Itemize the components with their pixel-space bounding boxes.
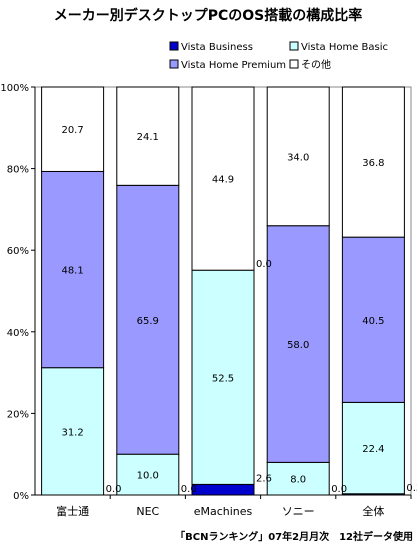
data-label: 20.7 bbox=[61, 125, 83, 136]
legend: Vista Business Vista Home Basic Vista Home… bbox=[169, 41, 388, 71]
data-label: 24.1 bbox=[137, 132, 159, 143]
legend-swatch bbox=[169, 59, 179, 69]
axes: 0% 20% 40% 60% 80% 100% 富士通 NEC eMachines ソニー 全体 bbox=[0, 83, 412, 518]
bar-segment bbox=[266, 225, 330, 463]
bar-segment bbox=[341, 86, 405, 238]
data-label: 58.0 bbox=[287, 340, 309, 351]
data-label: 40.5 bbox=[362, 316, 384, 327]
data-label: 0.0 bbox=[106, 484, 122, 495]
data-label: 65.9 bbox=[137, 316, 159, 327]
x-tick-label: 富士通 bbox=[56, 504, 89, 518]
data-label: 31.2 bbox=[61, 427, 83, 438]
bar-segment bbox=[266, 461, 330, 496]
legend-swatch bbox=[169, 41, 179, 51]
bar-segment bbox=[191, 483, 255, 496]
data-label: 34.0 bbox=[287, 152, 309, 163]
bar-segment bbox=[266, 86, 330, 227]
bar-segment bbox=[116, 86, 180, 186]
data-label: 44.9 bbox=[212, 175, 234, 186]
data-label: 48.1 bbox=[61, 266, 83, 277]
bar-segment bbox=[41, 86, 105, 172]
y-tick-label: 20% bbox=[7, 409, 29, 420]
chart-title: メーカー別デスクトップPCのOS搭載の構成比率 bbox=[54, 7, 363, 24]
legend-swatch bbox=[289, 59, 299, 69]
legend-swatch bbox=[289, 41, 299, 51]
legend-label: Vista Home Basic bbox=[301, 42, 388, 53]
x-tick-label: ソニー bbox=[282, 505, 315, 518]
data-label: 52.5 bbox=[212, 373, 234, 384]
bars bbox=[41, 86, 405, 496]
y-tick-label: 0% bbox=[13, 491, 29, 502]
bar-segment bbox=[191, 269, 255, 485]
data-label: 8.0 bbox=[290, 475, 306, 486]
data-label: 36.8 bbox=[362, 158, 384, 169]
y-tick-label: 80% bbox=[7, 165, 29, 176]
x-tick-label: NEC bbox=[136, 505, 159, 518]
y-tick-label: 100% bbox=[0, 83, 29, 94]
data-label: 2.6 bbox=[256, 473, 272, 484]
bar-segment bbox=[341, 401, 405, 495]
legend-label: Vista Home Premium bbox=[181, 60, 286, 71]
legend-label: Vista Business bbox=[181, 42, 253, 53]
x-tick-label: eMachines bbox=[194, 505, 253, 518]
data-label: 0.0 bbox=[256, 259, 272, 270]
bar-segment bbox=[341, 236, 405, 403]
y-tick-label: 60% bbox=[7, 246, 29, 257]
data-labels: 0.0 31.2 48.1 20.7 0.0 10.0 65.9 24.1 2.6 52.5 0.0… bbox=[61, 125, 417, 495]
y-tick-label: 40% bbox=[7, 328, 29, 339]
data-label: 10.0 bbox=[137, 471, 159, 482]
legend-label: その他 bbox=[301, 58, 331, 71]
x-tick-label: 全体 bbox=[362, 504, 384, 518]
data-label: 0.0 bbox=[331, 484, 347, 495]
bar-segment bbox=[116, 184, 180, 455]
data-label: 22.4 bbox=[362, 444, 384, 455]
data-label: 0.3 bbox=[406, 483, 417, 494]
bar-segment bbox=[41, 367, 105, 496]
bar-segment bbox=[191, 86, 255, 271]
source-note: 「BCNランキング」07年2月月次 12社データ使用 bbox=[175, 530, 413, 543]
data-label: 0.0 bbox=[181, 484, 197, 495]
